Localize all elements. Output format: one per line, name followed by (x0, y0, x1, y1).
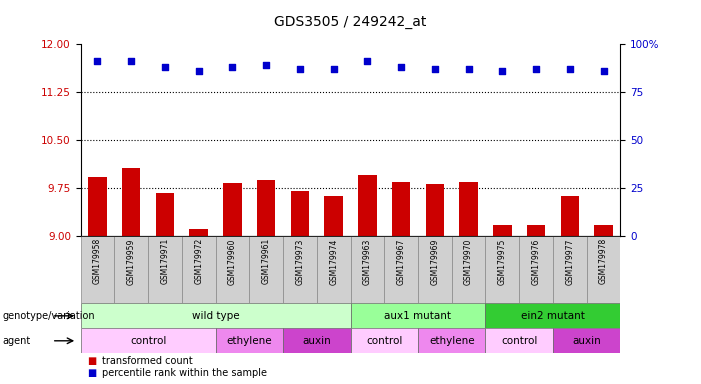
Bar (81, 328, 216, 353)
Text: ethylene: ethylene (226, 336, 272, 346)
Bar (283, 236, 317, 303)
Bar (594, 225, 613, 236)
Bar (283, 328, 350, 353)
Text: genotype/variation: genotype/variation (2, 311, 95, 321)
Bar (114, 236, 148, 303)
Text: GSM179961: GSM179961 (261, 238, 271, 285)
Point (193, 68, 204, 74)
Text: agent: agent (2, 336, 30, 346)
Text: aux1 mutant: aux1 mutant (384, 311, 451, 321)
Text: auxin: auxin (572, 336, 601, 346)
Bar (317, 236, 350, 303)
Bar (553, 236, 587, 303)
Text: GSM179960: GSM179960 (228, 238, 237, 285)
Text: ■: ■ (88, 356, 97, 366)
Bar (459, 182, 478, 236)
Bar (81, 236, 114, 303)
Bar (526, 225, 545, 236)
Bar (182, 236, 216, 303)
Bar (350, 236, 384, 303)
Bar (325, 197, 343, 236)
Text: GSM179975: GSM179975 (498, 238, 507, 285)
Text: transformed count: transformed count (102, 356, 192, 366)
Point (159, 64, 170, 70)
Bar (189, 229, 208, 236)
Bar (122, 168, 140, 236)
Bar (561, 197, 579, 236)
Bar (451, 236, 485, 303)
Text: GSM179971: GSM179971 (161, 238, 170, 285)
Point (227, 64, 238, 70)
Text: GSM179976: GSM179976 (531, 238, 540, 285)
Bar (485, 303, 620, 328)
Bar (291, 191, 309, 236)
Text: GSM179963: GSM179963 (363, 238, 372, 285)
Bar (519, 236, 553, 303)
Point (92, 58, 103, 65)
Bar (392, 182, 410, 236)
Point (395, 64, 407, 70)
Text: GDS3505 / 249242_at: GDS3505 / 249242_at (274, 15, 427, 29)
Text: GSM179977: GSM179977 (565, 238, 574, 285)
Bar (257, 180, 275, 236)
Point (328, 66, 339, 72)
Point (598, 68, 609, 74)
Bar (250, 236, 283, 303)
Bar (587, 236, 620, 303)
Bar (156, 193, 175, 236)
Point (362, 58, 373, 65)
Text: GSM179967: GSM179967 (397, 238, 406, 285)
Bar (384, 236, 418, 303)
Bar (485, 236, 519, 303)
Point (531, 66, 542, 72)
Text: GSM179969: GSM179969 (430, 238, 440, 285)
Bar (553, 328, 620, 353)
Bar (426, 184, 444, 236)
Bar (223, 183, 242, 236)
Bar (418, 328, 485, 353)
Text: GSM179972: GSM179972 (194, 238, 203, 285)
Text: control: control (130, 336, 166, 346)
Point (564, 66, 576, 72)
Bar (216, 328, 283, 353)
Text: ethylene: ethylene (429, 336, 475, 346)
Text: GSM179974: GSM179974 (329, 238, 338, 285)
Text: wild type: wild type (192, 311, 239, 321)
Text: GSM179978: GSM179978 (599, 238, 608, 285)
Point (497, 68, 508, 74)
Bar (493, 225, 512, 236)
Text: control: control (501, 336, 538, 346)
Text: ein2 mutant: ein2 mutant (521, 311, 585, 321)
Bar (148, 236, 182, 303)
Text: GSM179959: GSM179959 (127, 238, 136, 285)
Point (261, 62, 272, 68)
Bar (350, 328, 418, 353)
Text: GSM179973: GSM179973 (295, 238, 304, 285)
Point (294, 66, 306, 72)
Bar (485, 328, 553, 353)
Point (429, 66, 440, 72)
Text: control: control (366, 336, 402, 346)
Point (125, 58, 137, 65)
Point (463, 66, 474, 72)
Text: GSM179958: GSM179958 (93, 238, 102, 285)
Bar (358, 175, 376, 236)
Text: percentile rank within the sample: percentile rank within the sample (102, 368, 266, 379)
Bar (350, 303, 485, 328)
Bar (216, 236, 250, 303)
Text: auxin: auxin (302, 336, 331, 346)
Bar (418, 236, 451, 303)
Text: GSM179970: GSM179970 (464, 238, 473, 285)
Bar (88, 177, 107, 236)
Text: ■: ■ (88, 368, 97, 379)
Bar (81, 303, 350, 328)
